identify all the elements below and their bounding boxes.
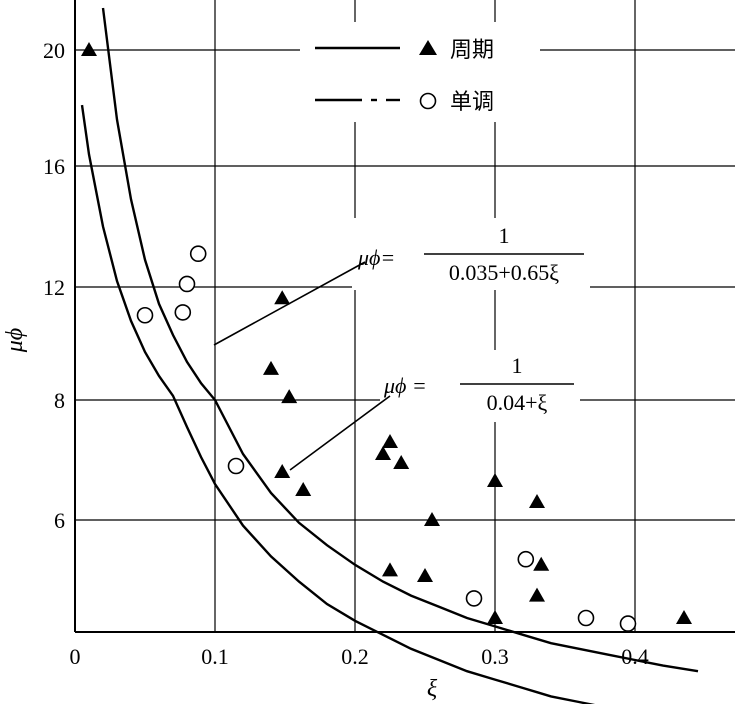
y-tick-label: 16 [43, 154, 65, 179]
legend-triangle-marker [419, 40, 437, 55]
y-axis-title: μϕ [2, 328, 28, 353]
formula-bg-monotonic [380, 350, 580, 422]
data-point-triangle [533, 556, 550, 571]
legend-label-periodic: 周期 [450, 38, 494, 63]
data-point-triangle [676, 610, 692, 624]
y-tick-label: 20 [43, 38, 65, 63]
data-point-triangle [281, 389, 298, 404]
data-point-circle [136, 306, 154, 324]
data-point-triangle [393, 455, 410, 469]
axes [74, 0, 735, 633]
data-point-circle [189, 245, 207, 263]
data-point-triangle [487, 610, 503, 624]
data-point-triangle [529, 494, 545, 508]
y-tick-label: 12 [43, 275, 65, 300]
formula-denominator-monotonic: 0.04+ξ [487, 390, 548, 415]
formula-annotation-monotonic: μϕ = 1 0.04+ξ [289, 350, 580, 471]
data-point-triangle [382, 562, 398, 577]
data-point-circle [178, 275, 196, 293]
data-points [81, 42, 692, 632]
data-point-triangle [382, 434, 398, 448]
curve-periodic [101, 7, 699, 673]
x-tick-label: 0.3 [481, 644, 509, 669]
y-tick-label: 6 [54, 508, 65, 533]
legend-label-monotonic: 单调 [450, 90, 494, 115]
data-point-triangle [487, 473, 503, 487]
data-point-circle [577, 609, 595, 627]
formula-lhs-periodic: μϕ= [357, 245, 395, 270]
formula-numerator-periodic: 1 [499, 223, 510, 248]
data-point-triangle [375, 446, 391, 460]
data-point-circle [465, 590, 483, 607]
formula-denominator-periodic: 0.035+0.65ξ [449, 260, 559, 285]
formula-lhs-monotonic: μϕ = [383, 373, 427, 398]
data-point-triangle [274, 464, 291, 478]
data-point-circle [227, 457, 245, 475]
x-tick-label: 0.4 [621, 644, 649, 669]
fit-curves [80, 7, 699, 704]
data-point-triangle [295, 482, 312, 496]
y-tick-label: 8 [54, 388, 65, 413]
data-point-circle [174, 304, 192, 321]
legend-background [300, 22, 540, 122]
curve-monotonic [80, 104, 596, 704]
formula-annotation-periodic: μϕ= 1 0.035+0.65ξ [213, 218, 590, 346]
formula-leader-periodic [213, 261, 366, 346]
data-point-triangle [274, 290, 291, 305]
x-tick-label: 0.2 [341, 644, 369, 669]
x-tick-label: 0 [70, 644, 81, 669]
legend: 周期 单调 [300, 22, 540, 122]
data-point-triangle [529, 587, 545, 602]
data-point-circle [517, 550, 535, 568]
data-point-circle [619, 615, 637, 632]
data-point-triangle [424, 512, 440, 526]
formula-leader-monotonic [289, 395, 391, 471]
x-tick-label: 0.1 [201, 644, 229, 669]
data-point-triangle [417, 568, 433, 582]
formula-numerator-monotonic: 1 [512, 353, 523, 378]
data-point-triangle [263, 360, 279, 375]
legend-circle-marker [419, 92, 437, 110]
tick-labels: 0 0.1 0.2 0.3 0.4 6 8 12 16 20 [43, 38, 649, 669]
x-axis-title: ξ [427, 676, 438, 702]
data-point-triangle [81, 42, 97, 56]
